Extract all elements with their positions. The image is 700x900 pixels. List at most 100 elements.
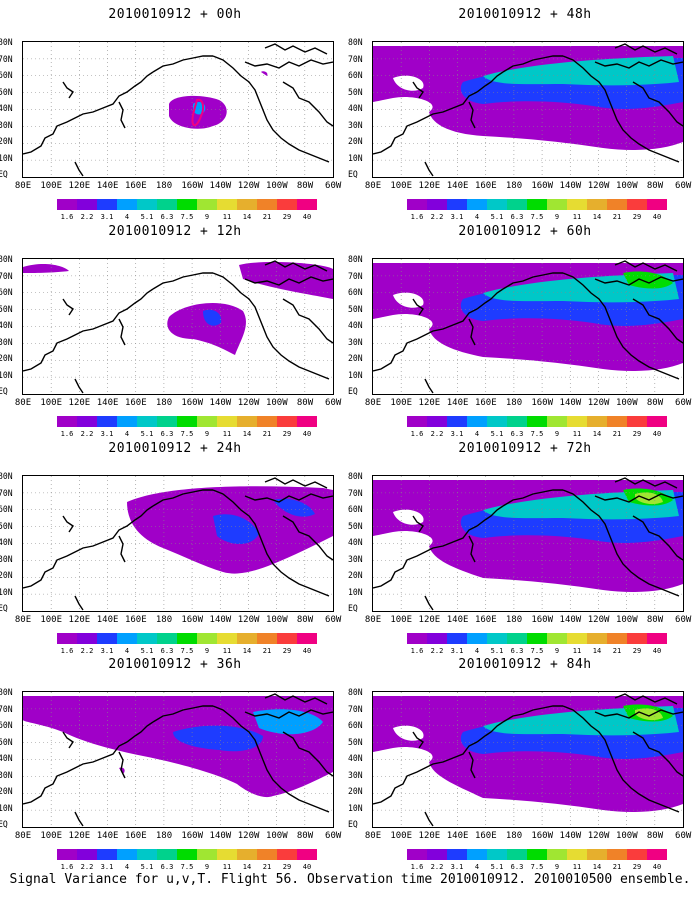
coastline	[264, 43, 328, 55]
lon-label: 120E	[68, 615, 91, 625]
lon-label: 60W	[325, 398, 342, 408]
colorbar-label: 21	[262, 863, 272, 871]
lat-label: 10N	[348, 370, 363, 381]
coastline	[244, 709, 333, 719]
colorbar-swatch	[527, 633, 547, 644]
lon-label: 140W	[559, 615, 582, 625]
lon-label: 120W	[237, 831, 260, 841]
colorbar-label: 21	[262, 430, 272, 438]
colorbar-swatch	[547, 633, 567, 644]
lon-label: 100W	[615, 398, 638, 408]
colorbar-label: 4	[124, 863, 130, 871]
panel-title: 2010010912 + 00h	[108, 7, 242, 22]
colorbar-label: 11	[572, 863, 582, 871]
coastline	[614, 693, 678, 705]
colorbar-label: 4	[474, 213, 480, 221]
lon-label: 60W	[675, 831, 692, 841]
lon-label: 120E	[418, 831, 441, 841]
coastline	[614, 43, 678, 55]
colorbar-swatch	[607, 199, 627, 210]
coastline	[152, 489, 213, 507]
coastline	[594, 276, 683, 286]
map-plot	[22, 41, 334, 178]
lon-label: 120E	[68, 398, 91, 408]
lat-label: 10N	[0, 587, 13, 598]
colorbar-swatch	[257, 633, 277, 644]
coastline	[23, 721, 154, 805]
colorbar-swatch	[117, 199, 137, 210]
panel-title: 2010010912 + 12h	[108, 224, 242, 239]
coastline	[468, 318, 476, 346]
colorbar-swatch	[157, 633, 177, 644]
colorbar-label: 6.3	[510, 430, 524, 438]
panel-title: 2010010912 + 36h	[108, 657, 242, 672]
colorbar	[407, 633, 667, 644]
lat-label: 20N	[0, 137, 13, 147]
coastline	[594, 709, 683, 719]
variance-region	[203, 309, 222, 326]
colorbar	[57, 633, 317, 644]
coastline	[424, 811, 434, 827]
coastline	[373, 505, 504, 589]
lon-label: 100E	[390, 398, 413, 408]
colorbar-swatch	[117, 416, 137, 427]
coastline	[118, 101, 126, 129]
colorbar-label: 7.5	[530, 213, 544, 221]
lon-label: 160E	[124, 831, 147, 841]
coastline	[62, 298, 74, 316]
lat-label: 60N	[0, 505, 13, 515]
lon-label: 160W	[181, 181, 204, 191]
coastline	[152, 272, 213, 290]
lon-label: 100E	[40, 615, 63, 625]
lon-label: 120E	[418, 615, 441, 625]
lat-label: 30N	[0, 120, 13, 131]
panel-title: 2010010912 + 48h	[458, 7, 592, 22]
colorbar-swatch	[117, 849, 137, 860]
coastline	[244, 276, 333, 286]
map-plot	[372, 691, 684, 828]
lat-label: 20N	[0, 571, 13, 581]
lat-label: 80N	[0, 38, 13, 48]
coastline	[212, 489, 330, 597]
colorbar-label: 40	[302, 647, 312, 655]
colorbar-label: 1.6	[60, 647, 74, 655]
lon-label: 180	[155, 615, 173, 625]
lon-label: 80E	[14, 181, 32, 191]
lat-label: 60N	[348, 505, 363, 515]
lat-label: 40N	[0, 104, 13, 114]
lat-label: 20N	[348, 137, 363, 147]
colorbar-swatch	[487, 633, 507, 644]
colorbar	[57, 199, 317, 210]
coastline	[74, 595, 84, 611]
colorbar-swatch	[587, 199, 607, 210]
variance-region	[273, 498, 315, 517]
colorbar-swatch	[77, 199, 97, 210]
lat-label: 30N	[348, 337, 363, 348]
coastline	[502, 489, 563, 507]
colorbar-label: 6.3	[160, 213, 174, 221]
colorbar-label: 14	[242, 430, 252, 438]
colorbar-label: 1.6	[410, 863, 424, 871]
colorbar-swatch	[587, 849, 607, 860]
coastline	[502, 272, 563, 290]
coastline	[212, 272, 330, 380]
colorbar-label: 21	[262, 647, 272, 655]
lat-label: 40N	[0, 754, 13, 764]
lat-label: 50N	[348, 87, 363, 98]
lat-label: 70N	[0, 488, 13, 499]
coastline	[264, 693, 328, 705]
variance-region	[635, 708, 663, 721]
colorbar-label: 1.6	[60, 213, 74, 221]
lat-label: EQ	[0, 820, 8, 830]
colorbar-swatch	[627, 416, 647, 427]
colorbar-swatch	[447, 416, 467, 427]
colorbar-label: 11	[572, 213, 582, 221]
colorbar-label: 29	[632, 430, 642, 438]
panel-title: 2010010912 + 24h	[108, 441, 242, 456]
map-panel: 2010010912 + 36h 80N 70N 60N 50N 40N 30N 20N 10N…	[0, 655, 350, 880]
lat-label: 50N	[348, 521, 363, 532]
coastline	[282, 731, 333, 777]
colorbar-label: 40	[652, 430, 662, 438]
colorbar-label: 9	[204, 647, 210, 655]
lon-label: 160W	[531, 181, 554, 191]
